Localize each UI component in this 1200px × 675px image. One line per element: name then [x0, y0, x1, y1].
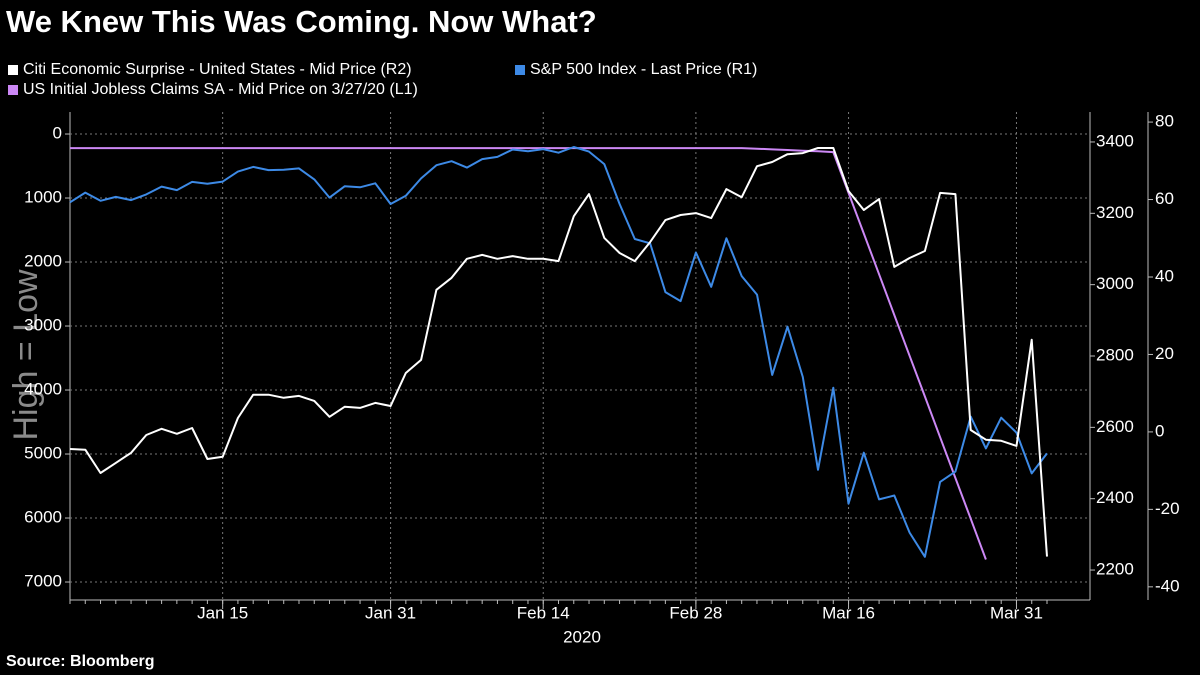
y-axis-label: High = Low — [7, 269, 45, 440]
legend-swatch — [8, 65, 18, 75]
legend-swatch — [515, 65, 525, 75]
y3-tick-label: 20 — [1155, 344, 1174, 363]
legend-label: S&P 500 Index - Last Price (R1) — [530, 61, 757, 78]
x-tick-label: Feb 14 — [517, 603, 570, 622]
series-line — [69, 146, 1048, 558]
x-tick-label: Jan 31 — [365, 603, 416, 622]
legend-label: Citi Economic Surprise - United States -… — [23, 61, 412, 78]
y-tick-label: 1000 — [24, 188, 62, 207]
y-tick-label: 2000 — [24, 252, 62, 271]
chart-title: We Knew This Was Coming. Now What? — [6, 4, 597, 39]
y2-tick-label: 3400 — [1096, 131, 1134, 150]
y3-tick-label: -40 — [1155, 576, 1180, 595]
y3-tick-label: 80 — [1155, 112, 1174, 131]
y2-tick-label: 3000 — [1096, 274, 1134, 293]
x-tick-label: Jan 15 — [197, 603, 248, 622]
x-axis-label: 2020 — [563, 627, 601, 646]
y3-tick-label: 60 — [1155, 189, 1174, 208]
y-tick-label: 7000 — [24, 572, 62, 591]
y3-tick-label: 40 — [1155, 266, 1174, 285]
x-tick-label: Mar 16 — [822, 603, 875, 622]
y-tick-label: 3000 — [24, 316, 62, 335]
y-tick-label: 4000 — [24, 380, 62, 399]
series-line — [69, 147, 1048, 557]
legend-label: US Initial Jobless Claims SA - Mid Price… — [23, 81, 418, 98]
x-tick-label: Feb 28 — [669, 603, 722, 622]
legend-swatch — [8, 85, 18, 95]
y2-tick-label: 2600 — [1096, 417, 1134, 436]
y2-tick-label: 2400 — [1096, 488, 1134, 507]
y-tick-label: 0 — [53, 124, 62, 143]
y-tick-label: 5000 — [24, 444, 62, 463]
y3-tick-label: -20 — [1155, 499, 1180, 518]
y3-tick-label: 0 — [1155, 421, 1164, 440]
x-tick-label: Mar 31 — [990, 603, 1043, 622]
series-line — [70, 147, 987, 560]
y2-tick-label: 3200 — [1096, 203, 1134, 222]
y-tick-label: 6000 — [24, 508, 62, 527]
source: Source: Bloomberg — [6, 653, 154, 670]
y2-tick-label: 2800 — [1096, 345, 1134, 364]
y2-tick-label: 2200 — [1096, 560, 1134, 579]
